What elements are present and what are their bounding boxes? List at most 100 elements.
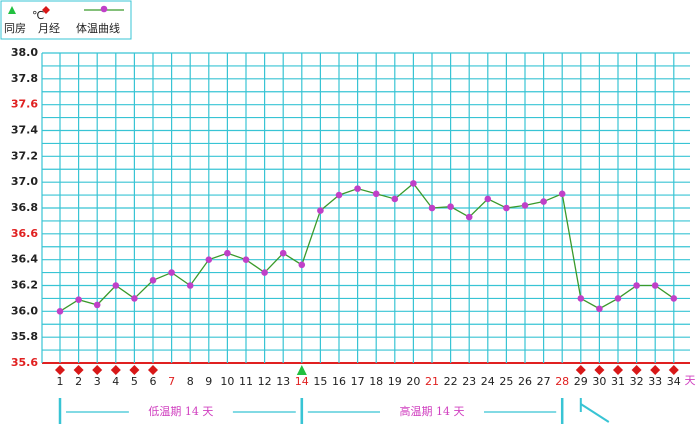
marker-triangle [8, 6, 16, 14]
y-tick-label: 36.6 [11, 227, 38, 240]
y-tick-label: 37.2 [11, 149, 38, 162]
phase-label: 高温期 14 天 [400, 404, 465, 418]
y-tick-label: 35.8 [11, 330, 38, 343]
x-tick-label: 21 [425, 375, 439, 388]
y-tick-label: 35.6 [11, 356, 38, 369]
y-tick-label: 38.0 [11, 46, 38, 59]
x-tick-label: 33 [648, 375, 662, 388]
data-point [465, 213, 473, 221]
x-tick-label: 30 [592, 375, 606, 388]
marker-diamond [668, 365, 679, 375]
x-tick-label: 9 [205, 375, 212, 388]
legend-label: 月经 [38, 22, 60, 35]
y-tick-label: 37.8 [11, 72, 38, 85]
data-point [56, 308, 64, 315]
x-unit-label: 天 [685, 374, 696, 387]
data-point [93, 301, 101, 309]
data-point [279, 249, 287, 257]
marker-diamond [129, 365, 140, 375]
x-tick-label: 18 [369, 375, 383, 388]
data-point [503, 204, 510, 212]
x-tick-label: 8 [187, 375, 194, 388]
y-tick-label: 36.0 [11, 304, 38, 317]
marker-diamond [148, 365, 158, 375]
data-point [410, 180, 417, 187]
marker-diamond [575, 365, 586, 375]
marker-diamond [55, 365, 65, 375]
marker-diamond [613, 365, 623, 375]
x-tick-label: 12 [258, 375, 272, 388]
data-point [205, 256, 213, 263]
x-tick-label: 14 [295, 375, 309, 388]
x-tick-label: 20 [406, 375, 420, 388]
data-point [242, 256, 250, 263]
data-point [335, 191, 343, 199]
marker-diamond [73, 365, 84, 375]
legend-label: 体温曲线 [76, 21, 120, 35]
x-tick-label: 4 [112, 375, 119, 388]
data-point [75, 296, 82, 304]
data-point [372, 190, 380, 198]
unit-label: ℃ [32, 9, 44, 22]
x-tick-label: 16 [332, 375, 346, 388]
x-tick-label: 26 [518, 375, 532, 388]
data-point [298, 261, 306, 269]
x-tick-label: 29 [574, 375, 588, 388]
data-point [149, 277, 157, 284]
y-tick-label: 37.0 [11, 175, 38, 188]
y-tick-label: 36.2 [11, 279, 38, 292]
data-point [521, 202, 529, 209]
data-point [354, 185, 361, 192]
data-point [614, 295, 622, 302]
data-point [558, 190, 566, 198]
marker-diamond [42, 6, 50, 14]
data-point [168, 269, 175, 276]
x-tick-label: 7 [168, 375, 175, 388]
marker-diamond [631, 365, 642, 375]
x-tick-label: 11 [239, 375, 253, 388]
data-point [261, 269, 268, 276]
data-point [651, 282, 659, 289]
x-tick-label: 32 [630, 375, 644, 388]
x-tick-label: 15 [313, 375, 327, 388]
x-tick-label: 3 [94, 375, 101, 388]
phase-label: 低温期 14 天 [148, 405, 213, 418]
data-point [317, 207, 324, 214]
marker-triangle [296, 365, 307, 375]
x-tick-label: 5 [131, 375, 138, 388]
x-tick-label: 1 [57, 375, 64, 388]
x-tick-label: 27 [537, 375, 551, 388]
data-point [577, 295, 585, 302]
x-tick-label: 10 [220, 375, 234, 388]
y-tick-label: 36.4 [11, 253, 38, 266]
x-tick-label: 24 [481, 375, 495, 388]
x-tick-label: 23 [462, 375, 476, 388]
data-point [484, 195, 492, 203]
marker-diamond [92, 365, 103, 375]
data-point [428, 204, 436, 212]
y-tick-label: 37.6 [11, 98, 38, 111]
marker-diamond [650, 365, 661, 375]
data-point [391, 195, 399, 203]
legend-box [0, 0, 132, 40]
x-tick-label: 22 [444, 375, 458, 388]
x-tick-label: 13 [276, 375, 290, 388]
legend-label: 同房 [4, 22, 26, 35]
data-point [596, 305, 603, 313]
data-point [447, 203, 454, 211]
x-tick-label: 19 [388, 375, 402, 388]
x-tick-label: 6 [150, 375, 157, 388]
temperature-line [59, 182, 675, 312]
data-point [131, 295, 138, 302]
data-point [224, 249, 231, 257]
data-point [112, 282, 120, 289]
x-tick-label: 28 [555, 375, 569, 388]
x-tick-label: 25 [499, 375, 513, 388]
marker-diamond [110, 365, 121, 375]
x-tick-label: 31 [611, 375, 625, 388]
data-point [670, 295, 678, 302]
data-point [540, 198, 547, 205]
y-tick-label: 37.4 [11, 124, 38, 137]
